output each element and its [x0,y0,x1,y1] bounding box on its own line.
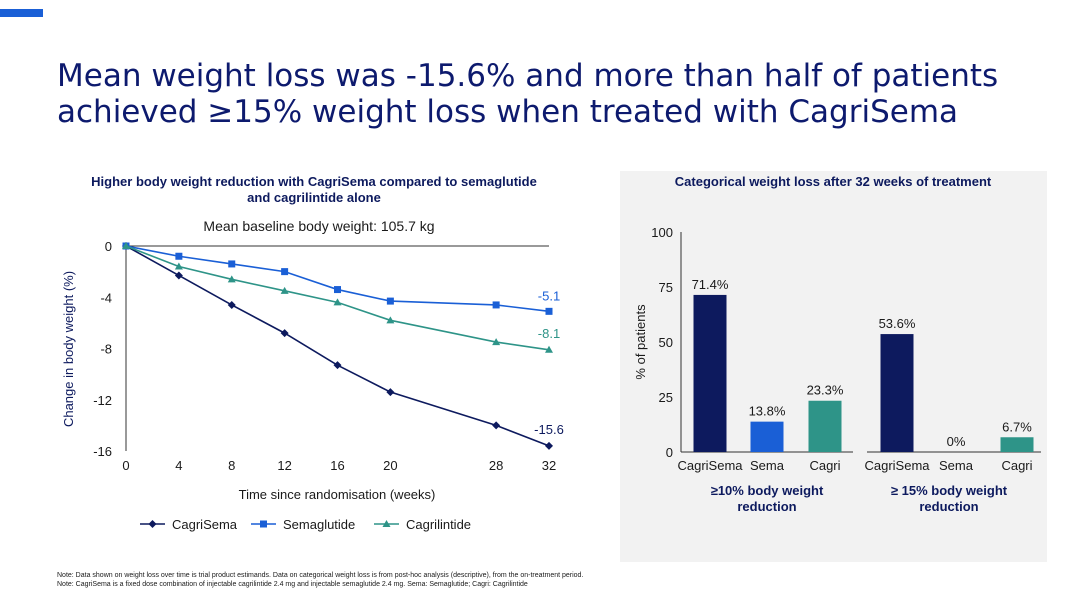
bar-value-label: 53.6% [879,316,916,331]
y-tick-label: -12 [93,393,112,408]
data-point-cagrilintide [227,275,236,283]
x-tick-label: 0 [122,458,129,473]
data-point-semaglutide [281,268,289,276]
data-point-cagrilintide [386,316,395,324]
data-point-cagrisema [280,329,289,338]
bar-category-label: Cagri [809,458,840,473]
x-tick-label: 16 [330,458,344,473]
y-tick-label: 0 [105,239,112,254]
bar-chart-title: Categorical weight loss after 32 weeks o… [675,174,992,189]
series-line-cagrisema [125,245,550,447]
bar-group-label-2: ≥ 15% body weight [891,483,1008,498]
data-point-semaglutide [545,307,553,315]
x-tick-label: 8 [228,458,235,473]
data-point-semaglutide [386,297,394,305]
page-title-line-2: achieved ≥15% weight loss when treated w… [57,94,959,130]
legend-label-cagrilintide: Cagrilintide [406,517,471,532]
line-chart-title-line-1: Higher body weight reduction with CagriS… [91,174,537,189]
bar-value-label: 71.4% [692,277,729,292]
data-point-cagrisema [492,421,501,430]
y-tick-label: -4 [100,290,112,305]
bar-cagrisema [693,294,727,452]
data-point-cagrisema [227,300,236,309]
y-tick-label: -16 [93,444,112,459]
bar-category-label: Sema [939,458,974,473]
footnote-2: Note: CagriSema is a fixed dose combinat… [57,581,528,588]
series-line-cagrilintide [125,245,550,351]
data-point-cagrisema [386,388,395,397]
data-point-semaglutide [334,286,341,294]
x-tick-label: 32 [542,458,556,473]
data-point-cagrisema [333,361,342,370]
data-point-cagrilintide [122,242,130,249]
line-chart-y-axis-title: Change in body weight (%) [61,271,76,427]
bar-y-tick-label: 50 [659,335,673,350]
bar-category-label: CagriSema [864,458,930,473]
legend-marker-semaglutide [260,520,267,528]
bar-chart-panel [620,171,1047,562]
bar-value-label: 0% [947,434,966,449]
bar-y-tick-label: 100 [651,225,673,240]
data-point-cagrilintide [280,286,289,294]
bar-chart-y-axis-title: % of patients [633,304,648,380]
end-label-cagrisema: -15.6 [534,422,564,437]
series-line-semaglutide [125,245,550,313]
data-point-cagrilintide [333,298,342,306]
bar-group-label-1: ≥10% body weight [711,483,824,498]
data-point-cagrilintide [174,262,183,270]
data-point-cagrisema [545,441,553,450]
bar-category-label: Cagri [1001,458,1032,473]
bar-cagri [808,400,842,452]
data-point-cagrilintide [545,345,553,353]
bar-cagri [1000,437,1034,452]
bar-value-label: 23.3% [807,383,844,398]
legend-label-cagrisema: CagriSema [172,517,238,532]
legend-marker-cagrilintide [382,520,391,527]
footnote-1: Note: Data shown on weight loss over tim… [57,572,584,579]
data-point-semaglutide [228,260,236,268]
data-point-semaglutide [492,301,500,309]
line-chart-subtitle: Mean baseline body weight: 105.7 kg [203,218,434,234]
legend-label-semaglutide: Semaglutide [283,517,355,532]
bar-y-tick-label: 0 [666,445,673,460]
data-point-semaglutide [175,252,183,260]
accent-bar [0,9,43,17]
bar-category-label: Sema [750,458,785,473]
line-chart-title-line-2: and cagrilintide alone [247,190,381,205]
x-tick-label: 20 [383,458,397,473]
bar-sema [750,421,784,452]
bar-cagrisema [880,334,914,452]
bar-value-label: 6.7% [1002,419,1032,434]
page-title: Mean weight loss was -15.6% and more tha… [57,58,1057,130]
bar-value-label: 13.8% [749,404,786,419]
x-tick-label: 4 [175,458,182,473]
end-label-cagrilintide: -8.1 [538,326,560,341]
bar-group-label-2: reduction [919,499,978,514]
bar-y-tick-label: 25 [659,390,673,405]
data-point-cagrisema [174,271,183,280]
y-tick-label: -8 [100,342,112,357]
legend-marker-cagrisema [148,520,157,528]
bar-y-tick-label: 75 [659,280,673,295]
x-tick-label: 12 [277,458,291,473]
x-tick-label: 28 [489,458,503,473]
bar-category-label: CagriSema [677,458,743,473]
end-label-semaglutide: -5.1 [538,288,560,303]
line-chart-x-axis-title: Time since randomisation (weeks) [239,487,436,502]
page-title-line-1: Mean weight loss was -15.6% and more tha… [57,58,999,94]
bar-group-label-1: reduction [737,499,796,514]
footnotes: Note: Data shown on weight loss over tim… [57,571,583,589]
data-point-cagrilintide [492,338,501,346]
